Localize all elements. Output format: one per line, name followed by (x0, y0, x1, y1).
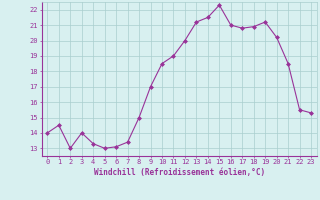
X-axis label: Windchill (Refroidissement éolien,°C): Windchill (Refroidissement éolien,°C) (94, 168, 265, 177)
